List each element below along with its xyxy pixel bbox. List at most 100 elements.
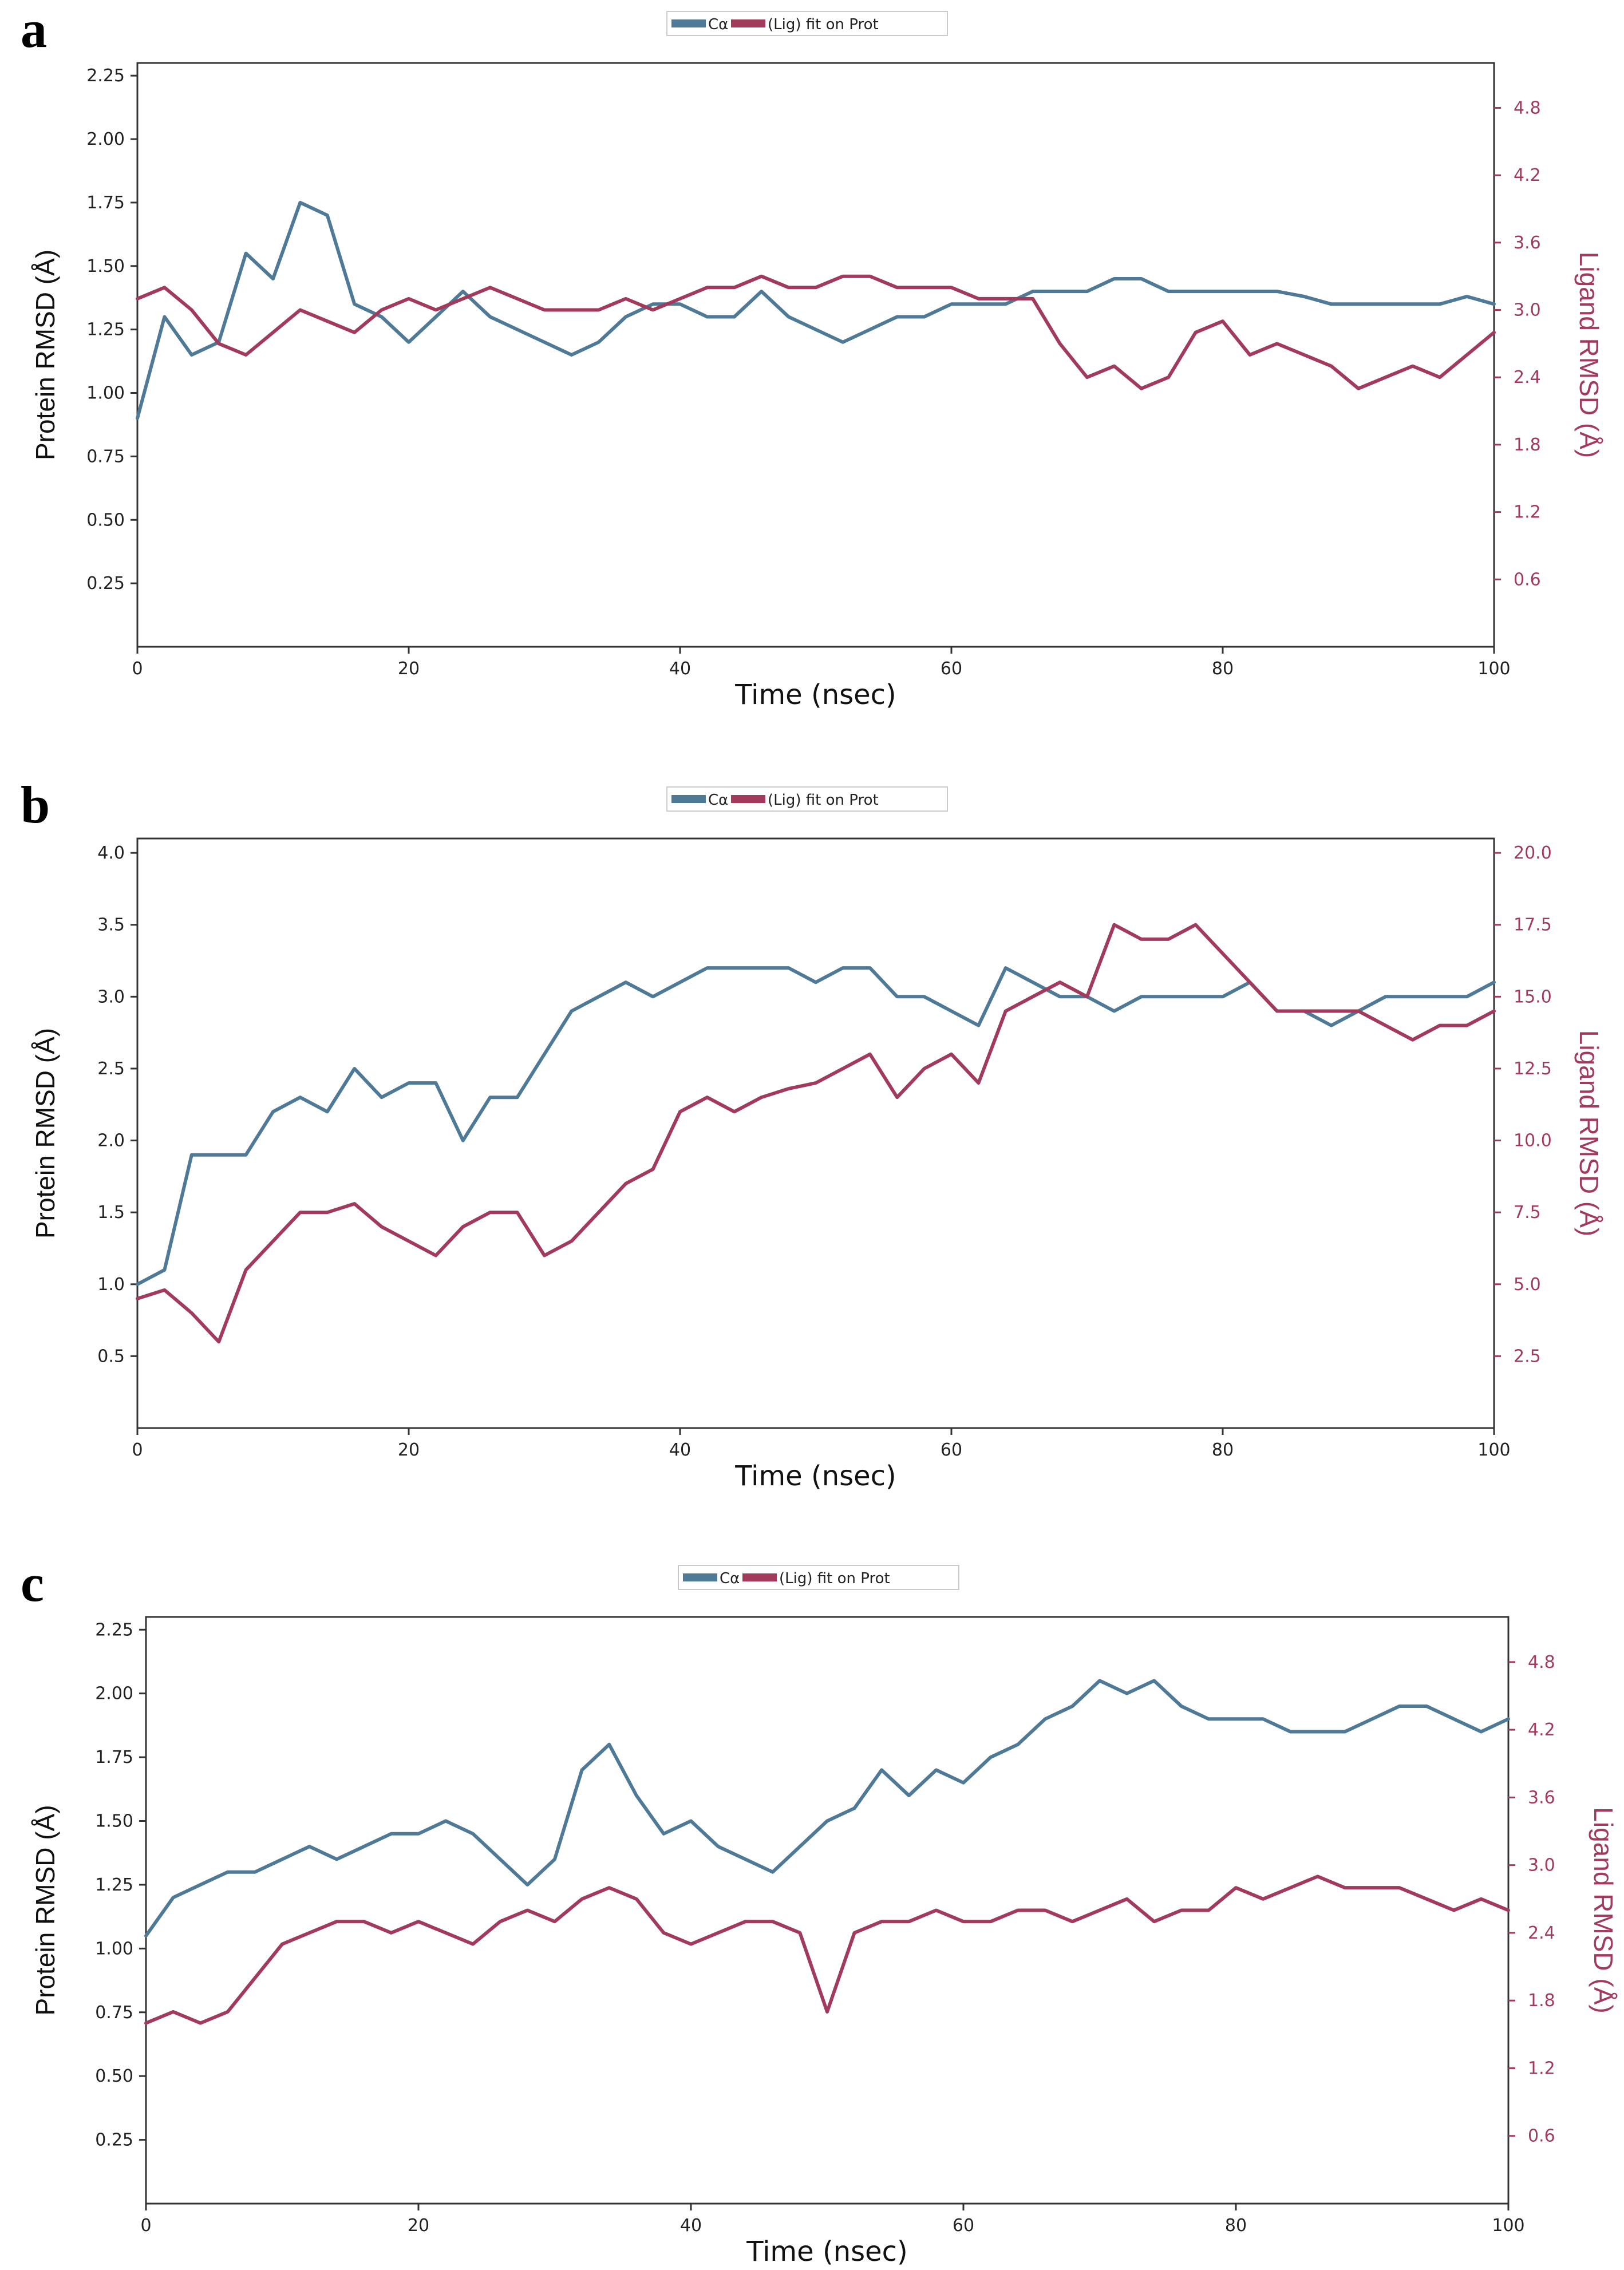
x-tick-label: 60: [941, 659, 962, 679]
panel-b: b Cα (Lig) fit on Prot 0 20 40 60 80 100 Time (ns…: [21, 776, 1604, 1492]
y-right-axis-label: Ligand RMSD (Å): [1574, 1030, 1604, 1236]
y-left-tick-label: 1.5: [97, 1203, 125, 1223]
y-right-tick-label: 17.5: [1514, 915, 1552, 935]
y-right-tick-label: 2.4: [1528, 1923, 1555, 1943]
y-left-tick-label: 1.25: [95, 1875, 133, 1895]
y-left-tick-label: 2.5: [97, 1059, 125, 1079]
series-line-protein: [136, 200, 1496, 420]
legend-box: [666, 786, 948, 812]
y-left-tick-label: 0.75: [95, 2003, 133, 2023]
y-left-tick-label: 1.50: [95, 1812, 133, 1832]
y-left-tick-label: 0.25: [95, 2130, 133, 2150]
y-right-tick-label: 3.6: [1528, 1787, 1555, 1808]
legend-label-ligand: (Lig) fit on Prot: [779, 1570, 890, 1587]
y-right-tick-label: 15.0: [1514, 987, 1552, 1007]
x-tick-label: 40: [669, 659, 691, 679]
legend-swatch-protein: [671, 19, 706, 27]
series-line-ligand: [136, 923, 1496, 1344]
legend: Cα (Lig) fit on Prot: [666, 11, 948, 36]
y-left-tick-label: 1.25: [86, 320, 125, 340]
legend-swatch-ligand: [731, 795, 765, 803]
x-tick-label: 0: [132, 1440, 143, 1460]
y-left-tick-label: 3.5: [97, 915, 125, 935]
y-left-tick-label: 0.50: [86, 510, 125, 530]
y-right-tick-label: 4.2: [1514, 165, 1541, 185]
x-tick-label: 100: [1477, 1440, 1510, 1460]
x-tick-label: 100: [1477, 659, 1510, 679]
y-right-tick-label: 20.0: [1514, 843, 1552, 863]
y-left-tick-label: 1.75: [95, 1747, 133, 1767]
panel-letter: a: [21, 0, 47, 58]
legend-box: [666, 11, 948, 36]
panel-letter: b: [21, 776, 50, 834]
x-tick-label: 20: [398, 1440, 420, 1460]
y-right-tick-label: 1.2: [1514, 503, 1541, 523]
y-left-axis-label: Protein RMSD (Å): [30, 250, 60, 460]
y-right-tick-label: 3.0: [1514, 300, 1541, 321]
legend-swatch-protein: [683, 1573, 717, 1581]
legend-label-ligand: (Lig) fit on Prot: [768, 16, 879, 33]
x-tick-label: 80: [1212, 659, 1234, 679]
x-tick-label: 20: [398, 659, 420, 679]
legend-label-protein: Cα: [708, 16, 728, 33]
y-left-tick-label: 1.0: [97, 1275, 125, 1295]
y-right-tick-label: 0.6: [1514, 570, 1541, 590]
y-left-tick-label: 2.25: [86, 66, 125, 86]
y-right-tick-label: 1.2: [1528, 2058, 1555, 2078]
y-right-tick-label: 3.6: [1514, 233, 1541, 253]
x-tick-label: 60: [953, 2216, 974, 2236]
y-left-tick-label: 1.50: [86, 256, 125, 276]
legend: Cα (Lig) fit on Prot: [666, 786, 948, 812]
y-left-tick-label: 2.25: [95, 1620, 133, 1640]
y-left-axis-label: Protein RMSD (Å): [30, 1805, 60, 2015]
y-right-tick-label: 2.5: [1514, 1346, 1541, 1366]
y-left-tick-label: 4.0: [97, 843, 125, 863]
y-right-tick-label: 5.0: [1514, 1275, 1541, 1295]
x-tick-label: 80: [1225, 2216, 1247, 2236]
y-left-tick-label: 0.75: [86, 446, 125, 466]
y-right-tick-label: 1.8: [1528, 1991, 1555, 2011]
x-tick-label: 40: [669, 1440, 691, 1460]
x-axis-label: Time (nsec): [734, 1460, 896, 1492]
x-tick-label: 20: [408, 2216, 429, 2236]
legend-swatch-protein: [671, 795, 706, 803]
plot-frame: [136, 837, 1495, 1429]
series-line-protein: [144, 1679, 1510, 1938]
x-tick-label: 40: [680, 2216, 702, 2236]
y-left-axis-label: Protein RMSD (Å): [30, 1028, 60, 1239]
y-left-tick-label: 0.50: [95, 2066, 133, 2086]
y-left-tick-label: 0.5: [97, 1346, 125, 1366]
plot-frame: [136, 62, 1495, 648]
legend-swatch-ligand: [742, 1573, 777, 1581]
y-right-tick-label: 0.6: [1528, 2126, 1555, 2146]
y-right-tick-label: 10.0: [1514, 1131, 1552, 1151]
y-right-axis-label: Ligand RMSD (Å): [1574, 252, 1604, 458]
legend-box: [678, 1565, 959, 1590]
panel-letter: c: [21, 1554, 44, 1612]
y-left-tick-label: 2.00: [86, 129, 125, 149]
y-left-tick-label: 1.75: [86, 193, 125, 213]
x-axis-label: Time (nsec): [746, 2236, 908, 2268]
x-tick-label: 80: [1212, 1440, 1234, 1460]
y-left-tick-label: 2.0: [97, 1131, 125, 1151]
y-right-axis-label: Ligand RMSD (Å): [1589, 1807, 1618, 2013]
panel-a: a Cα (Lig) fit on Prot 0 20 40 60 80 100 Time (ns…: [21, 0, 1604, 711]
panels: a Cα (Lig) fit on Prot 0 20 40 60 80 100 Time (ns…: [21, 0, 1618, 2268]
legend-label-protein: Cα: [708, 792, 728, 809]
x-tick-label: 60: [941, 1440, 962, 1460]
y-left-tick-label: 1.00: [95, 1939, 133, 1959]
y-left-tick-label: 3.0: [97, 987, 125, 1007]
y-right-tick-label: 4.8: [1514, 98, 1541, 118]
series-line-ligand: [144, 1874, 1510, 2025]
legend-label-protein: Cα: [720, 1570, 740, 1587]
y-left-tick-label: 2.00: [95, 1684, 133, 1704]
y-left-tick-label: 0.25: [86, 574, 125, 594]
y-right-tick-label: 3.0: [1528, 1856, 1555, 1876]
y-right-tick-label: 4.8: [1528, 1652, 1555, 1672]
y-right-tick-label: 2.4: [1514, 367, 1541, 387]
x-tick-label: 0: [140, 2216, 151, 2236]
x-axis-label: Time (nsec): [734, 679, 896, 711]
legend: Cα (Lig) fit on Prot: [678, 1565, 959, 1590]
